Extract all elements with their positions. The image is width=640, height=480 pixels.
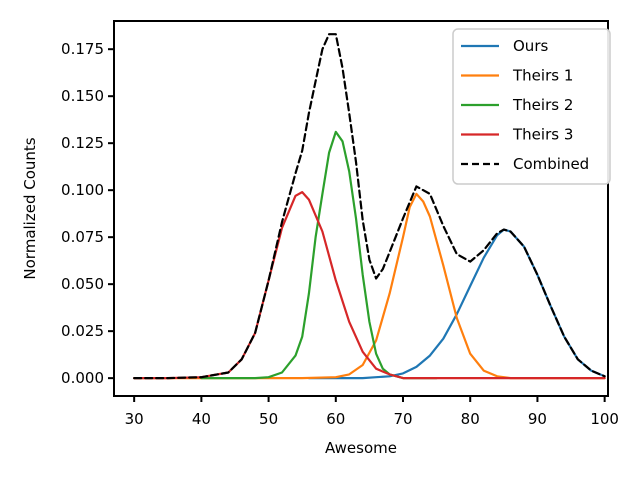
y-tick-label: 0.125 bbox=[61, 134, 104, 152]
y-tick-label: 0.050 bbox=[61, 275, 104, 293]
y-tick-label: 0.150 bbox=[61, 87, 104, 105]
series-line-combined bbox=[133, 33, 606, 380]
x-tick-label: 80 bbox=[461, 410, 480, 428]
series-line-theirs-2 bbox=[200, 130, 438, 380]
legend-label: Ours bbox=[513, 37, 548, 55]
x-tick-label: 40 bbox=[192, 410, 211, 428]
legend-label: Theirs 1 bbox=[512, 67, 573, 85]
legend: Ours Theirs 1 Theirs 2 Theirs 3 Combined bbox=[452, 28, 611, 185]
y-tick-label: 0.075 bbox=[61, 228, 104, 246]
series-line-theirs-1 bbox=[133, 192, 606, 380]
legend-label: Theirs 3 bbox=[512, 126, 573, 144]
y-tick-label: 0.175 bbox=[61, 40, 104, 58]
y-tick-label: 0.000 bbox=[61, 369, 104, 387]
x-tick-label: 90 bbox=[528, 410, 547, 428]
x-tick-label: 50 bbox=[259, 410, 278, 428]
axes-layer: 30 40 50 60 70 80 90 100 0.000 0.025 0.050 0.075 0.1… bbox=[61, 40, 619, 428]
y-tick-label: 0.100 bbox=[61, 181, 104, 199]
legend-label: Theirs 2 bbox=[512, 96, 573, 114]
x-axis-label: Awesome bbox=[325, 439, 397, 457]
legend-label: Combined bbox=[513, 155, 589, 173]
x-tick-label: 100 bbox=[590, 410, 619, 428]
x-tick-label: 70 bbox=[393, 410, 412, 428]
series-layer bbox=[133, 33, 606, 380]
y-tick-label: 0.025 bbox=[61, 322, 104, 340]
x-tick-label: 60 bbox=[326, 410, 345, 428]
y-axis-label: Normalized Counts bbox=[21, 137, 39, 279]
x-tick-label: 30 bbox=[125, 410, 144, 428]
legend-box bbox=[452, 28, 611, 185]
